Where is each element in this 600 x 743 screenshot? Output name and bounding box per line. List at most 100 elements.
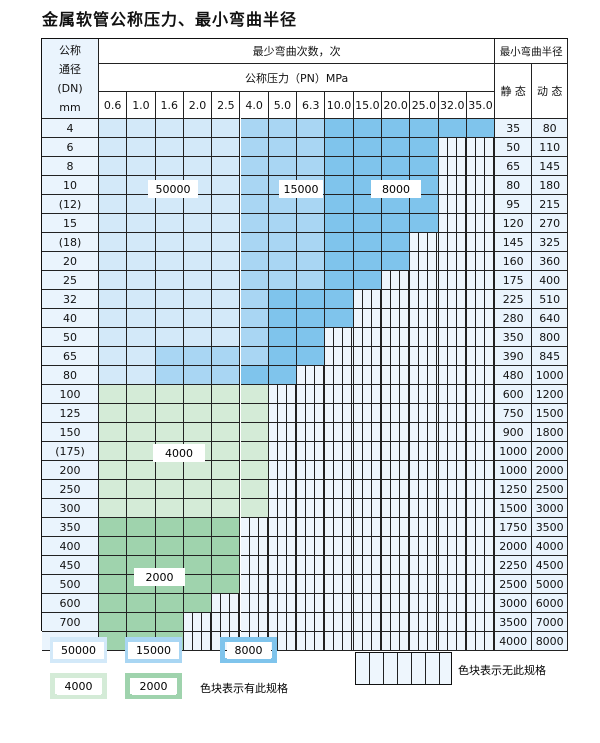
spec-cell	[183, 347, 213, 366]
spec-cell	[99, 499, 128, 518]
no-spec-cell	[382, 423, 411, 442]
spec-cell	[240, 347, 269, 366]
spec-cell	[127, 233, 156, 252]
dn-cell: 65	[42, 347, 99, 366]
no-spec-cell	[382, 518, 411, 537]
legend-no-spec-swatch	[355, 652, 452, 685]
no-spec-cell	[466, 366, 496, 385]
dynamic-radius-cell: 110	[532, 138, 569, 157]
dynamic-radius-cell: 5000	[532, 575, 569, 594]
spec-cell	[240, 442, 269, 461]
spec-cell	[297, 157, 326, 176]
spec-cell	[268, 233, 298, 252]
spec-cell	[155, 385, 184, 404]
no-spec-cell	[297, 423, 326, 442]
no-spec-cell	[438, 366, 467, 385]
spec-cell	[155, 518, 184, 537]
spec-cell	[297, 271, 326, 290]
spec-cell	[212, 366, 241, 385]
spec-table: 公称 通径 (DN) mm 最少弯曲次数，次 公称压力（PN）MPa 0.6 1.0 1.6 2.…	[41, 38, 569, 651]
no-spec-cell	[325, 556, 354, 575]
cycles-header: 最少弯曲次数，次	[99, 39, 496, 64]
dynamic-radius-cell: 7000	[532, 613, 569, 632]
spec-cell	[99, 271, 128, 290]
no-spec-cell	[297, 442, 326, 461]
no-spec-cell	[268, 385, 298, 404]
no-spec-cell	[297, 632, 326, 651]
static-radius-cell: 120	[495, 214, 533, 233]
no-spec-cell	[410, 233, 439, 252]
spec-cell	[127, 594, 156, 613]
spec-cell	[240, 119, 269, 138]
pressure-header: 公称压力（PN）MPa	[99, 64, 496, 92]
no-spec-cell	[438, 176, 467, 195]
spec-cell	[297, 138, 326, 157]
no-spec-cell	[297, 366, 326, 385]
no-spec-cell	[438, 385, 467, 404]
static-radius-cell: 145	[495, 233, 533, 252]
spec-cell	[183, 556, 213, 575]
spec-cell	[183, 214, 213, 233]
no-spec-cell	[268, 518, 298, 537]
no-spec-cell	[325, 347, 354, 366]
spec-cell	[155, 347, 184, 366]
spec-cell	[240, 157, 269, 176]
no-spec-cell	[268, 442, 298, 461]
spec-cell	[99, 537, 128, 556]
spec-cell	[127, 347, 156, 366]
dn-cell: 125	[42, 404, 99, 423]
no-spec-cell	[382, 271, 411, 290]
pressure-column-header: 0.6	[99, 92, 128, 119]
no-spec-cell	[410, 537, 439, 556]
no-spec-cell	[410, 290, 439, 309]
no-spec-cell	[240, 575, 269, 594]
no-spec-cell	[353, 461, 382, 480]
pressure-column-header: 2.5	[212, 92, 241, 119]
dynamic-radius-cell: 215	[532, 195, 569, 214]
static-radius-cell: 175	[495, 271, 533, 290]
no-spec-cell	[382, 499, 411, 518]
spec-cell	[127, 157, 156, 176]
no-spec-cell	[353, 499, 382, 518]
no-spec-cell	[410, 385, 439, 404]
no-spec-cell	[353, 575, 382, 594]
dynamic-radius-cell: 8000	[532, 632, 569, 651]
no-spec-cell	[325, 423, 354, 442]
spec-cell	[183, 309, 213, 328]
spec-cell	[240, 271, 269, 290]
spec-cell	[353, 119, 382, 138]
spec-cell	[212, 347, 241, 366]
spec-cell	[183, 328, 213, 347]
no-spec-cell	[410, 499, 439, 518]
no-spec-cell	[297, 613, 326, 632]
no-spec-cell	[325, 442, 354, 461]
pressure-column-header: 15.0	[353, 92, 382, 119]
spec-cell	[410, 195, 439, 214]
spec-cell	[382, 252, 411, 271]
no-spec-cell	[410, 480, 439, 499]
spec-cell	[212, 309, 241, 328]
spec-cell	[99, 195, 128, 214]
spec-cell	[155, 537, 184, 556]
no-spec-cell	[466, 347, 496, 366]
no-spec-cell	[353, 404, 382, 423]
no-spec-cell	[466, 461, 496, 480]
dn-cell: 20	[42, 252, 99, 271]
no-spec-cell	[466, 613, 496, 632]
pressure-column-header: 6.3	[297, 92, 326, 119]
dn-cell: 4	[42, 119, 99, 138]
no-spec-cell	[410, 423, 439, 442]
dynamic-radius-cell: 1500	[532, 404, 569, 423]
no-spec-cell	[268, 556, 298, 575]
no-spec-cell	[240, 537, 269, 556]
spec-cell	[99, 157, 128, 176]
dn-cell: 50	[42, 328, 99, 347]
no-spec-cell	[438, 157, 467, 176]
spec-cell	[99, 138, 128, 157]
no-spec-cell	[410, 518, 439, 537]
dynamic-radius-cell: 3500	[532, 518, 569, 537]
no-spec-cell	[382, 290, 411, 309]
no-spec-cell	[466, 423, 496, 442]
no-spec-cell	[466, 404, 496, 423]
spec-cell	[155, 195, 184, 214]
